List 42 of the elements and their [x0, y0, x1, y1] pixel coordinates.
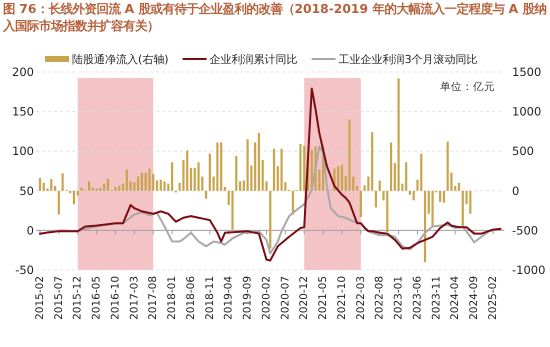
- x-tick-label: 2020-12: [298, 276, 310, 320]
- x-tick-label: 2019-09: [242, 276, 254, 320]
- x-tick-label: 2020-02: [260, 276, 272, 320]
- annotation: 单位：亿元: [440, 80, 495, 93]
- x-tick-label: 2022-03: [354, 276, 367, 320]
- y-tick-label: 150: [12, 104, 34, 119]
- x-tick-label: 2015-07: [52, 276, 65, 320]
- legend-label: 工业企业利润3个月滚动同比: [338, 53, 478, 66]
- x-tick-label: 2018-01: [166, 276, 178, 320]
- legend-label: 企业利润累计同比: [210, 53, 298, 66]
- x-tick-label: 2017-08: [147, 276, 160, 320]
- x-tick-label: 2022-08: [374, 276, 386, 320]
- chart-title: 图 76：长线外资回流 A 股或有待于企业盈利的改善（2018-2019 年的大幅流入一定程度与 A 股纳入国际市场指数并扩容有关）: [3, 1, 548, 35]
- x-tick-label: 2021-10: [336, 276, 348, 320]
- y-tick-label: 50: [19, 184, 34, 198]
- y-tick-label: 100: [12, 144, 34, 158]
- x-tick-label: 2019-04: [222, 276, 235, 320]
- x-tick-label: 2025-02: [486, 276, 499, 320]
- x-tick-label: 2020-07: [279, 276, 292, 320]
- x-tick-label: 2021-05: [317, 276, 330, 320]
- y2-tick-label: 1500: [512, 65, 542, 79]
- x-tick-label: 2023-11: [430, 276, 442, 320]
- x-tick-label: 2018-11: [204, 276, 216, 320]
- x-tick-label: 2024-04: [449, 276, 462, 320]
- x-tick-label: 2016-10: [109, 276, 122, 320]
- y2-tick-label: -500: [512, 223, 538, 238]
- x-tick-label: 2018-06: [184, 276, 197, 320]
- x-tick-label: 2023-06: [411, 276, 424, 320]
- x-tick-label: 2016-05: [90, 276, 103, 320]
- y-tick-label: 200: [12, 65, 34, 79]
- y2-tick-label: 0: [512, 184, 520, 198]
- y-tick-label: 0: [26, 223, 34, 238]
- x-tick-label: 2024-09: [468, 276, 480, 320]
- y2-tick-label: 1000: [512, 104, 542, 119]
- x-tick-label: 2023-01: [392, 276, 405, 320]
- legend-label: 陆股通净流入(右轴): [72, 53, 169, 66]
- x-tick-label: 2015-12: [72, 276, 84, 320]
- x-tick-label: 2017-03: [128, 276, 140, 320]
- y2-tick-label: -1000: [512, 263, 546, 277]
- y2-tick-label: 500: [512, 144, 534, 158]
- y-tick-label: -50: [15, 263, 34, 277]
- x-tick-label: 2015-02: [34, 276, 46, 320]
